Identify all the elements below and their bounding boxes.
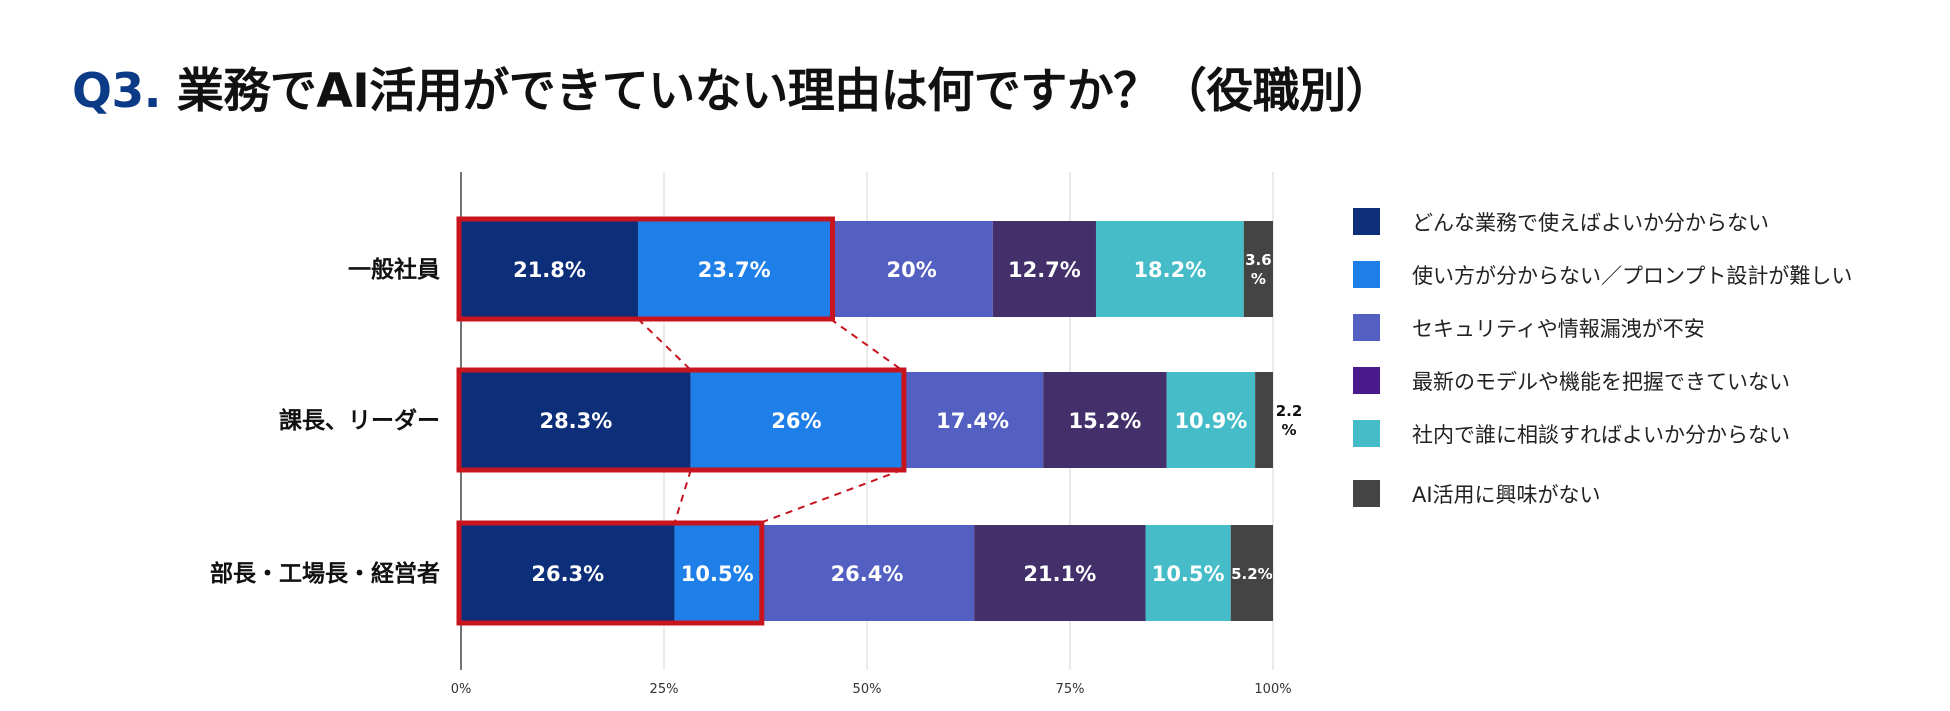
legend-swatch — [1353, 208, 1380, 235]
highlight-box — [456, 367, 907, 473]
data-label: 15.2% — [1068, 409, 1141, 433]
bar-segment — [461, 221, 639, 317]
data-label: 12.7% — [1008, 258, 1081, 282]
bar-segment — [992, 221, 1096, 317]
data-label: 2.2% — [1276, 402, 1303, 439]
data-label: 10.5% — [681, 562, 754, 586]
bar-segment — [638, 221, 831, 317]
legend-label: AI活用に興味がない — [1412, 483, 1601, 507]
legend-label: どんな業務で使えばよいか分からない — [1412, 211, 1769, 235]
chart-title: Q3. 業務でAI活用ができていない理由は何ですか？（役職別） — [72, 52, 1393, 121]
x-tick-label: 100% — [1254, 682, 1291, 697]
connector-line — [759, 469, 903, 524]
bar-segment — [461, 372, 691, 468]
data-label: 26% — [771, 409, 821, 433]
bar-segment — [759, 525, 975, 621]
data-label: 17.4% — [936, 409, 1009, 433]
chart-bars: 21.8% 23.7% 20% 12.7% 18.2% 3.6 % 28.3% 26% 17.4%… — [461, 221, 1302, 621]
legend-swatch — [1353, 314, 1380, 341]
chart-legend: どんな業務で使えばよいか分からない使い方が分からない／プロンプト設計が難しいセキ… — [1353, 208, 1852, 507]
bar-segment — [1243, 221, 1273, 317]
bar-segment — [461, 525, 675, 621]
category-label: 部長・工場長・経営者 — [210, 560, 440, 587]
data-label: 28.3% — [539, 409, 612, 433]
legend-swatch — [1353, 367, 1380, 394]
data-label: 18.2% — [1133, 258, 1206, 282]
data-label: 3.6% — [1245, 251, 1272, 288]
legend-label: 最新のモデルや機能を把握できていない — [1412, 370, 1790, 394]
data-label: 21.8% — [513, 258, 586, 282]
connector-line — [829, 318, 903, 371]
data-label: 26.4% — [831, 562, 904, 586]
bar-segment — [690, 372, 902, 468]
data-label: 23.7% — [698, 258, 771, 282]
x-tick-label: 0% — [451, 682, 472, 697]
x-tick-label: 75% — [1056, 682, 1085, 697]
category-label: 課長、リーダー — [279, 407, 440, 434]
data-label: 21.1% — [1023, 562, 1096, 586]
highlight-box — [456, 216, 835, 322]
question-number: Q3. — [72, 64, 162, 119]
x-tick-label: 50% — [853, 682, 882, 697]
x-axis-ticks: 0% 25% 50% 75% 100% — [451, 682, 1292, 697]
bar-segment — [901, 372, 1044, 468]
x-tick-label: 25% — [650, 682, 679, 697]
legend-swatch — [1353, 261, 1380, 288]
bar-segment — [1166, 372, 1256, 468]
data-label: 26.3% — [531, 562, 604, 586]
legend-swatch — [1353, 480, 1380, 507]
data-label: 10.9% — [1174, 409, 1247, 433]
bar-segment — [1230, 525, 1273, 621]
question-text: 業務でAI活用ができていない理由は何ですか？（役職別） — [176, 64, 1393, 119]
bar-segment — [674, 525, 760, 621]
bar-segment — [974, 525, 1146, 621]
legend-swatch — [1353, 420, 1380, 447]
highlight-overlay — [456, 216, 907, 626]
bar-segment — [830, 221, 993, 317]
connector-line — [673, 469, 692, 524]
bar-segment — [1095, 221, 1244, 317]
bar-segment — [1043, 372, 1167, 468]
legend-label: セキュリティや情報漏洩が不安 — [1412, 317, 1705, 341]
data-label: 20% — [887, 258, 937, 282]
bar-segment — [1145, 525, 1231, 621]
legend-label: 社内で誰に相談すればよいか分からない — [1412, 423, 1790, 447]
data-label: 10.5% — [1152, 562, 1225, 586]
bar-segment — [1255, 372, 1273, 468]
data-label: 5.2% — [1231, 565, 1273, 583]
category-label: 一般社員 — [348, 256, 440, 283]
legend-label: 使い方が分からない／プロンプト設計が難しい — [1412, 264, 1852, 288]
highlight-box — [456, 520, 765, 626]
